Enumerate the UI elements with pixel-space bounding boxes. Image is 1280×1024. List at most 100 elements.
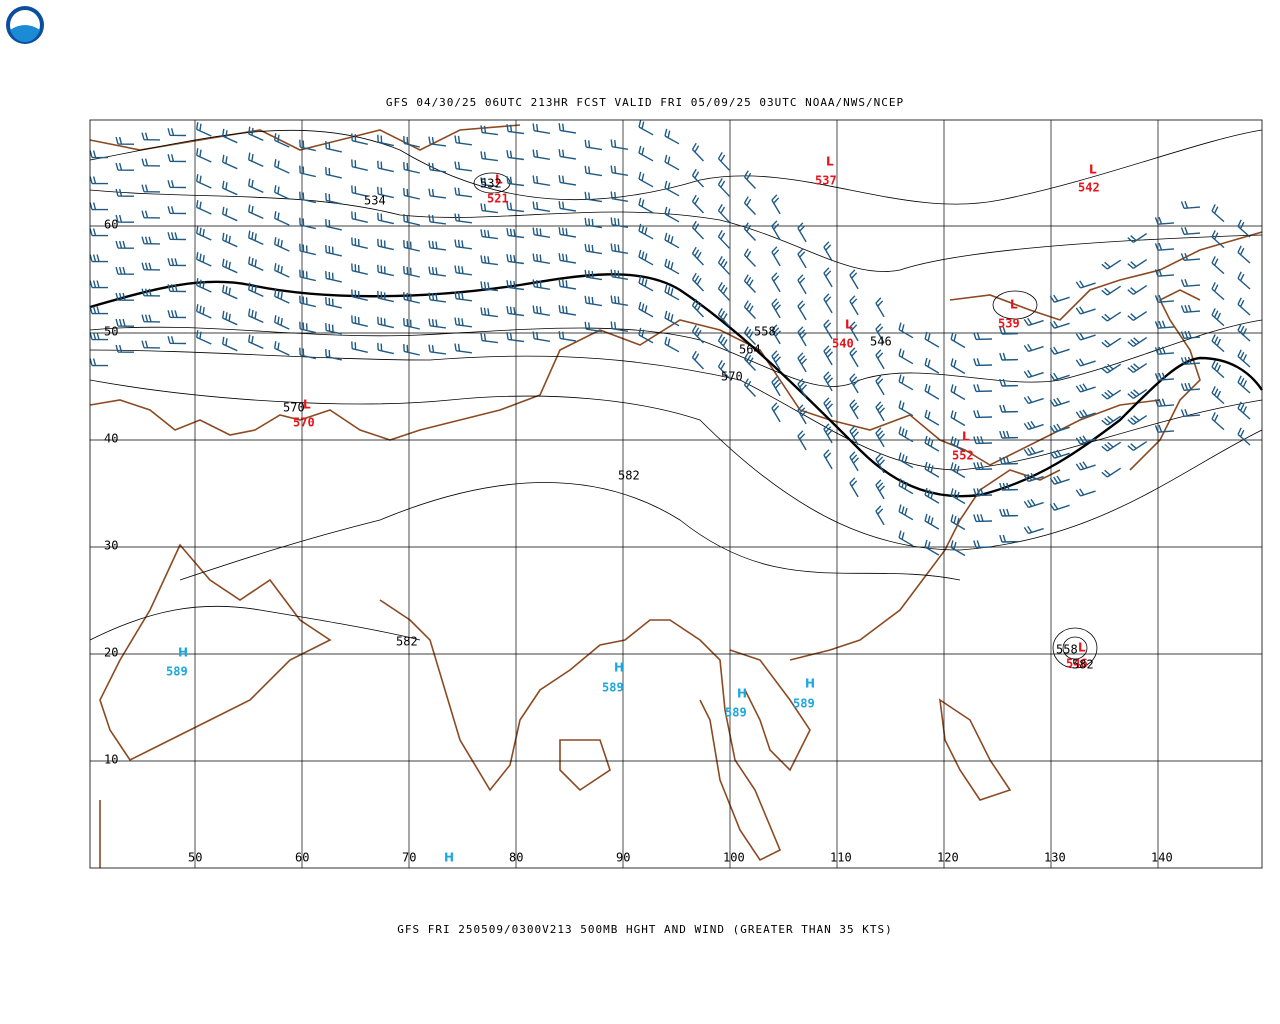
wind-barb xyxy=(167,336,187,345)
wind-barb xyxy=(558,201,577,212)
longitude-label: 50 xyxy=(188,851,202,865)
wind-barb xyxy=(196,252,212,267)
wind-barb xyxy=(584,217,603,229)
wind-barb xyxy=(299,139,316,152)
wind-barb xyxy=(875,297,885,318)
longitude-label: 130 xyxy=(1044,851,1066,865)
wind-barb xyxy=(428,214,446,225)
wind-barb xyxy=(428,318,446,329)
wind-barb xyxy=(222,128,238,144)
wind-barb xyxy=(1211,334,1225,353)
wind-barb xyxy=(115,344,135,353)
wind-barb xyxy=(1211,256,1225,275)
wind-barb xyxy=(664,284,680,301)
wind-barb xyxy=(823,371,834,392)
wind-barb xyxy=(1237,349,1251,368)
wind-barb xyxy=(115,162,135,171)
wind-barb xyxy=(480,125,498,136)
wind-barb xyxy=(325,349,342,361)
wind-barb xyxy=(377,290,394,303)
longitude-label: 90 xyxy=(616,851,630,865)
wind-barb xyxy=(167,258,187,267)
center-symbol: L xyxy=(495,173,503,187)
wind-barb xyxy=(1237,219,1251,238)
wind-barb xyxy=(664,310,680,327)
wind-barb xyxy=(973,358,993,367)
longitude-label: 60 xyxy=(295,851,309,865)
wind-barb xyxy=(1154,242,1175,251)
wind-barb xyxy=(950,410,966,427)
wind-barb xyxy=(1127,441,1148,451)
wind-barb xyxy=(1127,311,1148,321)
wind-barb xyxy=(1023,420,1044,431)
center-symbol: H xyxy=(444,851,454,865)
wind-barb xyxy=(999,430,1019,439)
wind-barb xyxy=(274,211,290,226)
latitude-label: 10 xyxy=(104,753,118,767)
wind-barb xyxy=(532,227,551,238)
wind-barb xyxy=(743,326,757,345)
wind-barb xyxy=(403,292,420,304)
wind-barb xyxy=(196,330,212,345)
wind-barb xyxy=(377,238,394,251)
wind-barb xyxy=(196,200,212,215)
wind-barb xyxy=(274,159,290,174)
wind-barb xyxy=(771,272,781,293)
wind-barb xyxy=(532,201,551,212)
wind-barb xyxy=(638,301,654,318)
wind-barb xyxy=(1023,525,1044,535)
wind-barb xyxy=(403,344,420,356)
wind-barb xyxy=(299,347,316,360)
wind-barb xyxy=(454,239,472,250)
wind-barb xyxy=(141,340,161,349)
contour-label: 570 xyxy=(721,370,743,384)
wind-barb xyxy=(222,284,238,300)
wind-barb xyxy=(950,462,966,479)
wind-barb xyxy=(1049,397,1070,407)
wind-barb xyxy=(584,139,603,151)
center-symbol: L xyxy=(962,430,970,444)
wind-barb xyxy=(299,269,316,282)
wind-barb xyxy=(771,194,781,215)
wind-barb xyxy=(1075,358,1096,367)
wind-barb xyxy=(1180,356,1201,365)
wind-barb xyxy=(403,188,420,200)
center-symbol: L xyxy=(845,318,853,332)
wind-barb xyxy=(351,237,368,249)
wind-barb xyxy=(875,349,885,370)
wind-barb xyxy=(222,180,238,196)
wind-barb xyxy=(377,264,394,277)
wind-barb xyxy=(89,150,109,159)
wind-barb xyxy=(1180,200,1201,209)
wind-barb xyxy=(1075,409,1096,419)
wind-barb xyxy=(167,154,187,163)
center-value: 552 xyxy=(952,449,974,463)
center-value: 589 xyxy=(725,706,747,720)
map-frame xyxy=(89,119,1263,869)
wind-barb xyxy=(924,357,940,374)
wind-barb xyxy=(584,295,603,307)
wind-barb xyxy=(973,410,993,419)
wind-barb xyxy=(797,326,808,347)
wind-barb xyxy=(299,321,316,334)
latitude-label: 40 xyxy=(104,432,118,446)
jet-contour xyxy=(89,273,1263,498)
wind-barb xyxy=(875,479,886,500)
wind-barb xyxy=(325,297,342,309)
wind-barb xyxy=(743,196,757,215)
wind-barb xyxy=(248,308,264,324)
graticule xyxy=(90,120,1262,868)
wind-barb xyxy=(1127,363,1148,373)
latitude-label: 30 xyxy=(104,539,118,553)
wind-barb xyxy=(274,237,290,252)
center-symbol: L xyxy=(303,398,311,412)
wind-barb xyxy=(999,326,1019,335)
wind-barb xyxy=(428,136,446,147)
wind-barb xyxy=(717,334,731,353)
wind-barb xyxy=(1154,268,1175,277)
wind-barb xyxy=(610,295,629,306)
wind-barb xyxy=(115,318,135,327)
wind-barb xyxy=(141,288,161,297)
wind-barb xyxy=(924,383,940,400)
